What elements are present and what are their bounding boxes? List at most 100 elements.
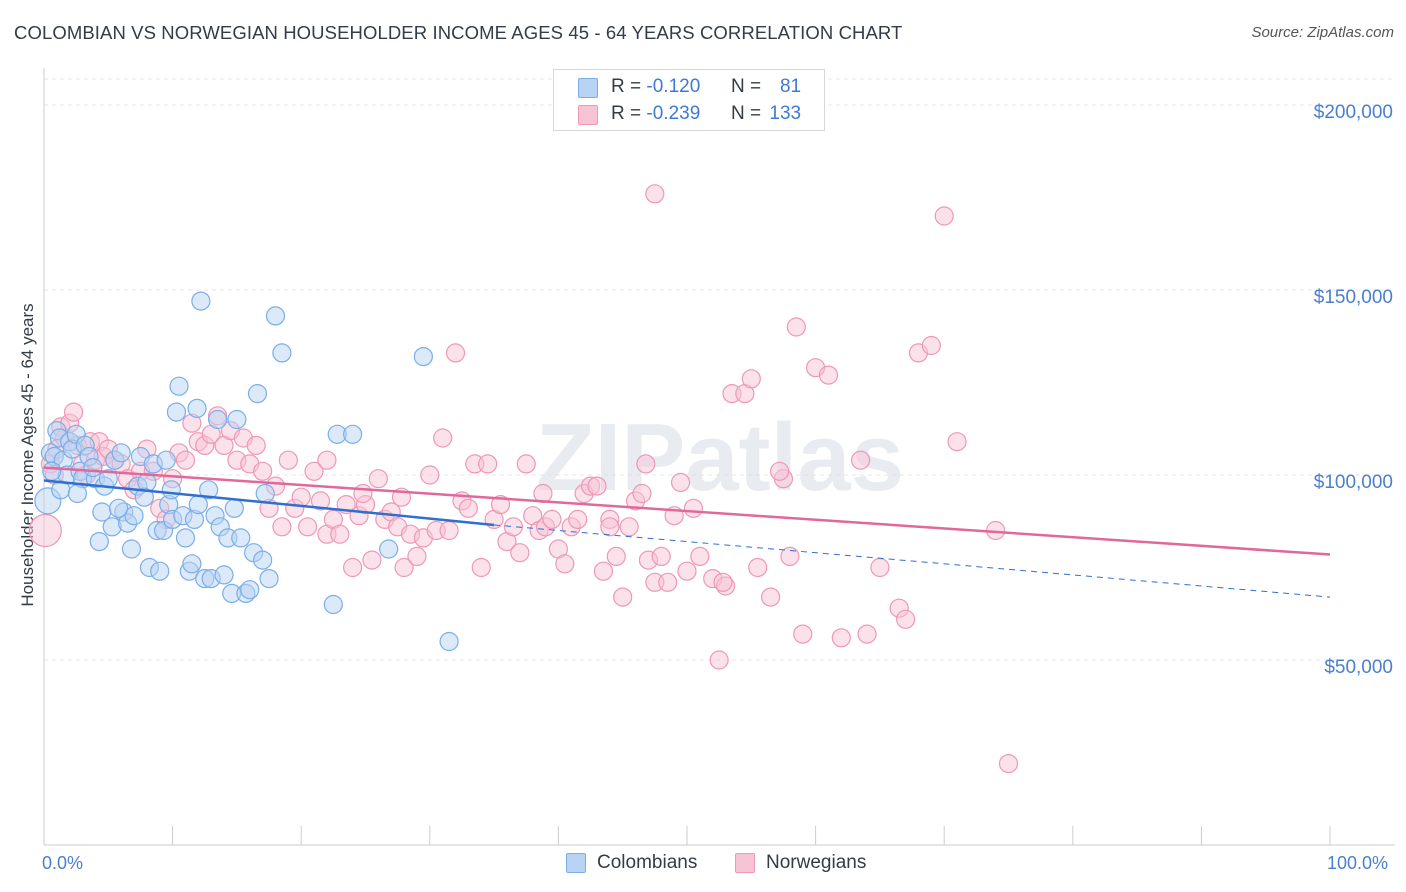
bottom-legend-swatch-norwegians xyxy=(735,853,755,873)
norwegian-point xyxy=(947,432,967,452)
colombian-point xyxy=(224,498,244,518)
norwegian-point xyxy=(420,465,440,485)
norwegian-point xyxy=(786,317,806,337)
norwegian-point xyxy=(343,557,363,578)
y-tick-label: $50,000 xyxy=(1324,657,1393,678)
norwegian-point xyxy=(600,517,620,537)
norwegian-point xyxy=(317,450,337,470)
norwegian-point xyxy=(278,450,298,470)
norwegian-point xyxy=(394,557,414,578)
norwegian-point xyxy=(272,517,292,537)
norwegian-point xyxy=(478,454,498,474)
norwegian-point xyxy=(713,572,733,592)
colombian-point xyxy=(169,376,189,396)
norwegian-point xyxy=(658,572,678,592)
norwegian-point xyxy=(831,628,851,648)
legend-r: R = -0.120 xyxy=(611,76,701,97)
colombian-point xyxy=(255,483,275,504)
colombian-point xyxy=(150,561,170,581)
norwegian-point xyxy=(645,184,665,204)
norwegian-point xyxy=(593,561,614,581)
norwegian-point xyxy=(490,495,511,515)
norwegian-point xyxy=(896,609,916,629)
chart-title: COLOMBIAN VS NORWEGIAN HOUSEHOLDER INCOM… xyxy=(14,22,903,43)
colombian-point xyxy=(227,409,247,430)
colombian-point xyxy=(208,409,228,430)
norwegian-point xyxy=(998,753,1019,774)
norwegian-point xyxy=(555,554,575,574)
norwegian-point xyxy=(471,557,491,578)
norwegian-point xyxy=(28,513,62,548)
norwegian-point xyxy=(741,369,761,389)
x-tick-max: 100.0% xyxy=(1327,853,1389,873)
trend-lines xyxy=(43,466,1331,598)
legend-n: N = 81 xyxy=(731,76,802,97)
legend-swatch-colombians xyxy=(578,78,598,98)
y-tick-label: $200,000 xyxy=(1313,102,1393,123)
norwegian-point xyxy=(433,428,453,448)
colombian-trend-extension xyxy=(494,524,1331,598)
legend-n: N = 133 xyxy=(731,103,802,124)
colombian-point xyxy=(111,443,131,463)
norwegian-point xyxy=(445,343,466,363)
norwegian-point xyxy=(175,450,196,470)
colombian-point xyxy=(253,550,273,570)
norwegian-point xyxy=(780,546,800,567)
norwegian-point xyxy=(368,469,388,489)
legend: R = -0.120 N = 81 R = -0.239 N = 133 xyxy=(553,69,825,131)
norwegian-point xyxy=(870,557,890,578)
norwegian-point xyxy=(542,509,562,530)
x-tick-min: 0.0% xyxy=(42,853,84,873)
norwegian-point xyxy=(407,546,427,567)
norwegian-point xyxy=(748,557,768,578)
colombian-point xyxy=(259,568,279,589)
norwegian-point xyxy=(568,509,588,530)
bottom-legend-label-norwegians: Norwegians xyxy=(766,852,867,873)
norwegian-point xyxy=(310,491,331,511)
norwegian-point xyxy=(934,206,954,226)
colombian-point xyxy=(108,498,129,518)
norwegian-point xyxy=(291,487,311,507)
colombian-point xyxy=(42,461,62,481)
colombian-point xyxy=(343,424,363,444)
norwegian-point xyxy=(760,587,781,607)
norwegian-point xyxy=(683,498,704,518)
norwegian-point xyxy=(253,461,273,481)
norwegian-point xyxy=(458,498,478,518)
colombian-point xyxy=(231,528,251,548)
norwegian-point xyxy=(439,520,459,541)
norwegian-point xyxy=(298,517,318,537)
colombian-point xyxy=(240,580,260,600)
colombian-point xyxy=(182,554,202,574)
colombian-point xyxy=(272,343,292,363)
norwegian-point xyxy=(793,624,813,644)
colombian-point xyxy=(191,291,211,311)
norwegian-point xyxy=(818,365,839,385)
colombian-point xyxy=(265,306,286,326)
colombian-point xyxy=(323,594,343,615)
bottom-legend-label-colombians: Colombians xyxy=(597,852,698,873)
norwegian-point xyxy=(619,517,639,537)
norwegian-point xyxy=(362,550,382,570)
colombian-point xyxy=(124,506,144,526)
norwegian-point xyxy=(503,517,523,537)
colombian-point xyxy=(175,528,196,548)
colombian-point xyxy=(187,398,207,418)
data-points xyxy=(28,184,1019,774)
norwegian-point xyxy=(510,543,530,563)
norwegian-point xyxy=(636,454,656,474)
norwegian-point xyxy=(516,454,536,474)
colombian-point xyxy=(166,402,187,422)
colombian-point xyxy=(67,483,88,504)
norwegian-point xyxy=(670,472,691,492)
norwegian-point xyxy=(851,450,871,470)
colombian-point xyxy=(161,480,181,500)
colombian-point xyxy=(214,565,234,585)
norwegian-point xyxy=(769,461,790,481)
norwegian-point xyxy=(690,546,710,567)
y-tick-label: $100,000 xyxy=(1313,472,1393,493)
colombian-trend-line xyxy=(43,479,495,527)
legend-swatch-norwegians xyxy=(578,105,598,125)
norwegian-point xyxy=(63,402,84,422)
